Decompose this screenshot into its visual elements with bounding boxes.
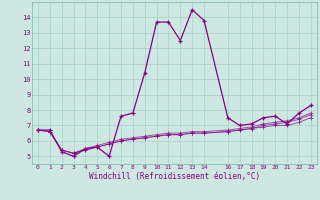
X-axis label: Windchill (Refroidissement éolien,°C): Windchill (Refroidissement éolien,°C) <box>89 172 260 181</box>
